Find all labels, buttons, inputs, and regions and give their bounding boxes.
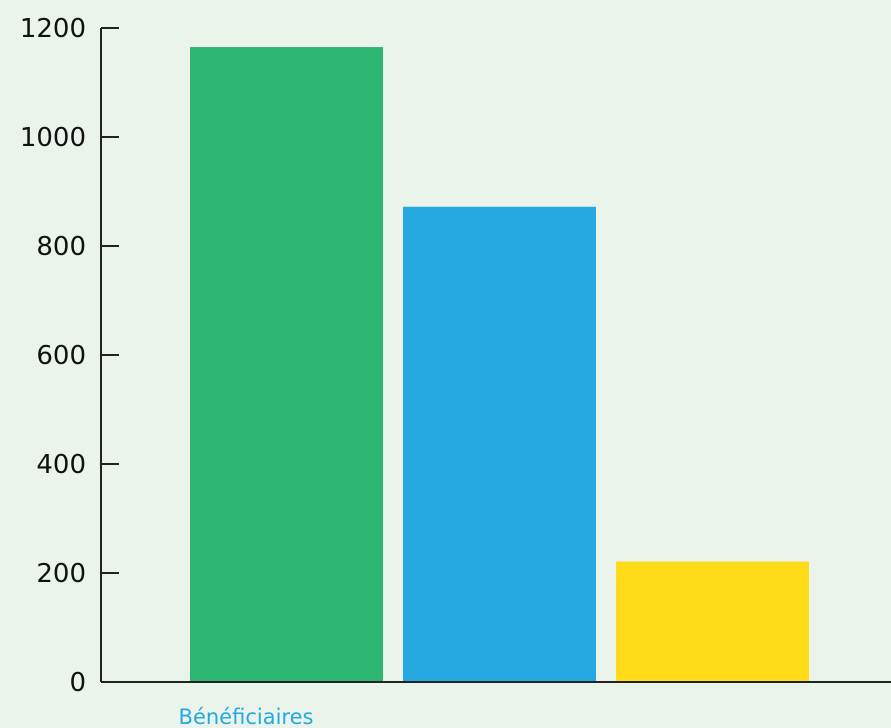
y-tick-label: 1000 [20,123,86,153]
bar-series-1 [190,47,383,682]
bar-series-2 [403,206,596,682]
y-tick-label: 1200 [20,14,86,44]
y-tick-label: 800 [36,232,86,262]
x-category-label: Bénéficiaires [179,705,314,728]
bar-series-group [190,47,809,682]
x-axis: Bénéficiaires [101,681,891,728]
y-tick-label: 600 [36,341,86,371]
y-tick-label: 0 [69,668,86,698]
y-axis: 0 200 400 600 800 1000 1200 [20,14,119,698]
y-tick-label: 200 [36,559,86,589]
bar-series-3 [616,561,809,682]
y-tick-label: 400 [36,450,86,480]
